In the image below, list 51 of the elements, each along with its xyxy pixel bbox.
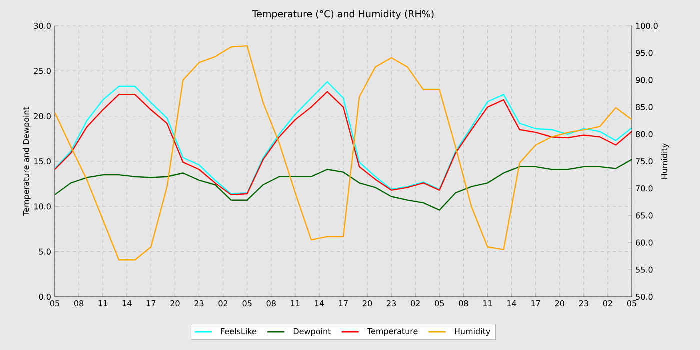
- x-tick-label: 05: [627, 300, 636, 307]
- y2-tick-label: 50.0: [636, 294, 653, 300]
- y2-tick-label: 75.0: [636, 158, 653, 165]
- x-tick-label: 02: [218, 300, 228, 307]
- y2-tick-label: 100.0: [636, 22, 658, 30]
- x-tick-label: 23: [387, 300, 396, 307]
- y-tick-label: 20.0: [34, 113, 51, 120]
- y2-tick-label: 90.0: [636, 77, 653, 84]
- x-tick-label: 17: [146, 300, 156, 306]
- y-tick-label: 15.0: [34, 158, 51, 165]
- y2-tick-label: 85.0: [636, 104, 653, 110]
- x-tick-label: 20: [555, 300, 564, 307]
- x-tick-label: 08: [74, 300, 84, 307]
- line-series: [55, 45, 632, 261]
- y-tick-label: 5.0: [39, 248, 51, 255]
- y-tick-label: 10.0: [34, 204, 51, 210]
- x-tick-label: 02: [411, 300, 420, 307]
- chart-title: Temperature (°C) and Humidity (RH%): [252, 10, 434, 20]
- legend-label: Temperature: [367, 328, 418, 336]
- x-tick-label: 08: [266, 300, 276, 307]
- x-tick-label: 14: [508, 300, 516, 306]
- x-tick-label: 11: [484, 300, 492, 306]
- y2-tick-label: 65.0: [636, 212, 653, 219]
- y2-tick-label: 95.0: [636, 50, 653, 56]
- y2-axis-title: Humidity: [661, 144, 670, 179]
- y2-tick-label: 70.0: [636, 186, 653, 192]
- x-tick-label: 02: [603, 300, 612, 307]
- y-axis-title: Temperature and Dewpoint: [23, 107, 31, 216]
- x-tick-label: 20: [363, 300, 372, 307]
- legend-label: Humidity: [455, 328, 490, 336]
- y-tick-label: 25.0: [34, 68, 51, 74]
- x-tick-label: 17: [532, 300, 540, 306]
- x-tick-label: 11: [291, 300, 300, 306]
- x-tick-label: 08: [459, 300, 468, 307]
- x-tick-label: 05: [50, 300, 60, 307]
- y2-tick-label: 55.0: [636, 266, 653, 273]
- x-tick-label: 11: [98, 300, 108, 306]
- x-tick-label: 23: [194, 300, 204, 307]
- x-tick-label: 17: [339, 300, 348, 306]
- legend-label: Dewpoint: [294, 328, 332, 336]
- x-tick-label: 14: [315, 300, 324, 306]
- x-tick-label: 20: [170, 300, 180, 307]
- y-tick-label: 30.0: [34, 22, 51, 30]
- x-tick-label: 05: [435, 300, 444, 307]
- y2-tick-label: 60.0: [636, 240, 653, 246]
- legend-label: FeelsLike: [221, 328, 256, 334]
- x-tick-label: 14: [122, 300, 132, 306]
- x-tick-label: 05: [242, 300, 252, 307]
- x-tick-label: 23: [579, 300, 588, 307]
- y-tick-label: 0.0: [39, 294, 51, 300]
- y2-tick-label: 80.0: [636, 131, 653, 138]
